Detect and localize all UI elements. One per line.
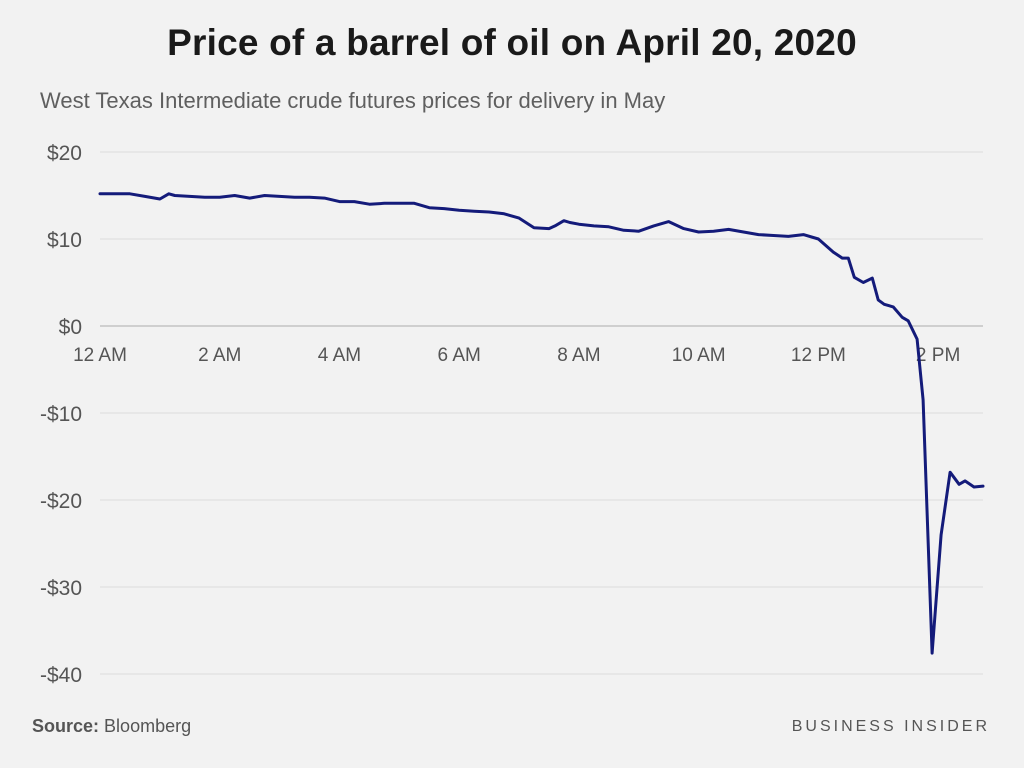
source-value: Bloomberg (104, 716, 192, 736)
source-note: Source: Bloomberg (32, 716, 191, 737)
y-tick-label: -$20 (40, 490, 82, 513)
x-tick-label: 2 PM (916, 345, 960, 366)
y-axis: $20 $10 $0 -$10 -$20 -$30 -$40 (40, 142, 82, 687)
x-tick-label: 4 AM (318, 345, 361, 366)
y-tick-label: $20 (47, 142, 82, 165)
x-tick-label: 6 AM (438, 345, 481, 366)
series-line (98, 192, 985, 655)
x-tick-label: 2 AM (198, 345, 241, 366)
y-tick-label: -$10 (40, 403, 82, 426)
chart-subtitle: West Texas Intermediate crude futures pr… (40, 88, 666, 113)
chart-title: Price of a barrel of oil on April 20, 20… (167, 22, 857, 63)
y-tick-label: $0 (59, 316, 82, 339)
series-group (98, 192, 985, 655)
x-tick-label: 12 PM (791, 345, 846, 366)
source-label: Source: (32, 716, 100, 736)
y-tick-label: -$30 (40, 577, 82, 600)
grid-lines (100, 151, 983, 675)
y-tick-label: $10 (47, 229, 82, 252)
y-tick-label: -$40 (40, 664, 82, 687)
brand-logo: BUSINESS INSIDER (791, 718, 990, 735)
x-tick-label: 8 AM (557, 345, 600, 366)
x-tick-label: 10 AM (672, 345, 726, 366)
x-tick-label: 12 AM (73, 345, 127, 366)
x-axis: 12 AM 2 AM 4 AM 6 AM 8 AM 10 AM 12 PM 2 PM (73, 345, 960, 366)
